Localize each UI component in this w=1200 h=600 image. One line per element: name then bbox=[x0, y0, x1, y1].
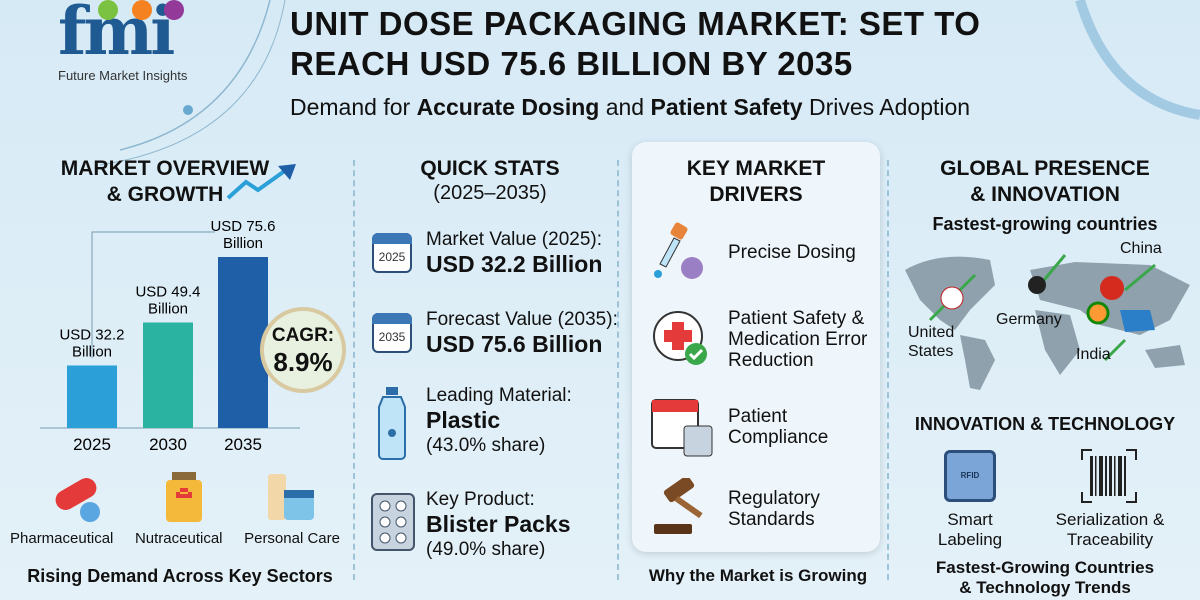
x-tick-label: 2025 bbox=[73, 435, 111, 450]
supplement-bottle-icon bbox=[160, 470, 210, 525]
medical-cross-check-icon bbox=[650, 308, 710, 368]
overview-title: MARKET OVERVIEW & GROWTH bbox=[60, 157, 270, 206]
blister-pack-icon bbox=[370, 492, 416, 552]
capsule-icon bbox=[50, 474, 105, 524]
driver-patient-compliance: Patient Compliance bbox=[728, 406, 829, 448]
innovation-title: INNOVATION & TECHNOLOGY bbox=[914, 414, 1176, 434]
dropper-icon bbox=[650, 222, 710, 282]
calendar-icon: 2025 bbox=[372, 233, 412, 273]
page-subtitle: Demand for Accurate Dosing and Patient S… bbox=[290, 94, 971, 120]
bar-data-label: USD 49.4 bbox=[135, 284, 200, 301]
bar-data-label: USD 32.2 bbox=[59, 327, 124, 344]
growth-arrow-icon bbox=[226, 164, 296, 200]
bar-data-label: USD 75.6 bbox=[210, 218, 275, 235]
stat-market-value: Market Value (2025): USD 32.2 Billion bbox=[426, 229, 603, 277]
logo-tagline: Future Market Insights bbox=[58, 68, 188, 83]
global-subtitle: Fastest-growing countries bbox=[932, 214, 1158, 234]
label-china: China bbox=[1120, 240, 1162, 257]
cosmetics-icon bbox=[262, 470, 317, 525]
gavel-icon bbox=[650, 478, 716, 538]
drivers-title: KEY MARKET DRIVERS bbox=[686, 157, 826, 206]
bottle-icon bbox=[372, 385, 412, 460]
world-map bbox=[905, 254, 1190, 390]
label-germany: Germany bbox=[996, 311, 1062, 328]
bar-2030 bbox=[143, 322, 193, 428]
global-title: GLOBAL PRESENCE & INNOVATION bbox=[940, 157, 1150, 206]
calendar-icon: 2035 bbox=[372, 313, 412, 353]
label-india: India bbox=[1076, 346, 1111, 363]
label-united-states: United States bbox=[908, 324, 955, 360]
bar-2025 bbox=[67, 365, 117, 428]
tech-smart-labeling: Smart Labeling bbox=[937, 510, 1003, 549]
calendar-pills-icon bbox=[650, 396, 716, 458]
barcode-icon bbox=[1080, 448, 1138, 504]
bar-2035 bbox=[218, 257, 268, 428]
overview-footer: Rising Demand Across Key Sectors bbox=[27, 566, 333, 586]
x-tick-label: 2035 bbox=[224, 435, 262, 450]
driver-precise-dosing: Precise Dosing bbox=[728, 242, 856, 263]
rfid-icon: RFID bbox=[944, 450, 996, 502]
page-title: UNIT DOSE PACKAGING MARKET: SET TO REACH … bbox=[290, 5, 981, 82]
cagr-badge: CAGR: 8.9% bbox=[260, 307, 346, 393]
bar-data-label: Billion bbox=[72, 344, 112, 361]
bar-data-label: Billion bbox=[223, 235, 263, 252]
stat-leading-material: Leading Material: Plastic (43.0% share) bbox=[426, 385, 572, 456]
drivers-footer: Why the Market is Growing bbox=[648, 566, 868, 585]
bar-data-label: Billion bbox=[148, 301, 188, 318]
x-tick-label: 2030 bbox=[149, 435, 187, 450]
stat-forecast-value: Forecast Value (2035): USD 75.6 Billion bbox=[426, 309, 618, 357]
stat-key-product: Key Product: Blister Packs (49.0% share) bbox=[426, 489, 571, 560]
driver-patient-safety: Patient Safety & Medication Error Reductio… bbox=[728, 308, 868, 371]
logo-dot bbox=[98, 0, 118, 20]
logo-dot bbox=[132, 0, 152, 20]
driver-regulatory-standards: Regulatory Standards bbox=[728, 488, 820, 530]
tech-serialization: Serialization & Traceability bbox=[1055, 510, 1165, 549]
sector-labels: Pharmaceutical Nutraceutical Personal Care bbox=[10, 530, 340, 547]
quick-stats-title: QUICK STATS (2025–2035) bbox=[420, 157, 560, 204]
logo-dot bbox=[164, 0, 184, 20]
global-footer: Fastest-Growing Countries & Technology Tr… bbox=[935, 558, 1155, 597]
